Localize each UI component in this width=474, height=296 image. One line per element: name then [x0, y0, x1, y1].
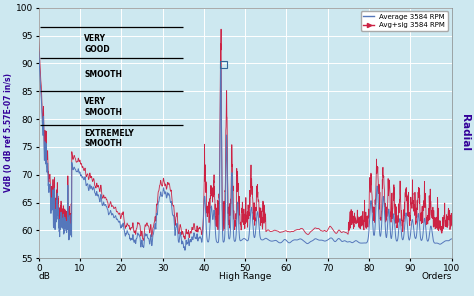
- Legend: Average 3584 RPM, Avg+sig 3584 RPM: Average 3584 RPM, Avg+sig 3584 RPM: [361, 11, 448, 31]
- Text: High Range: High Range: [219, 272, 271, 281]
- Text: Orders: Orders: [421, 272, 452, 281]
- Text: SMOOTH: SMOOTH: [84, 70, 122, 79]
- Y-axis label: VdB (0 dB ref 5.57E-07 in/s): VdB (0 dB ref 5.57E-07 in/s): [4, 73, 13, 192]
- Text: EXTREMELY
SMOOTH: EXTREMELY SMOOTH: [84, 129, 134, 148]
- Text: VERY
SMOOTH: VERY SMOOTH: [84, 97, 122, 117]
- Text: VERY
GOOD: VERY GOOD: [84, 34, 110, 54]
- Text: dB: dB: [39, 272, 51, 281]
- Bar: [219, 61, 227, 68]
- Y-axis label: Radial: Radial: [460, 115, 470, 152]
